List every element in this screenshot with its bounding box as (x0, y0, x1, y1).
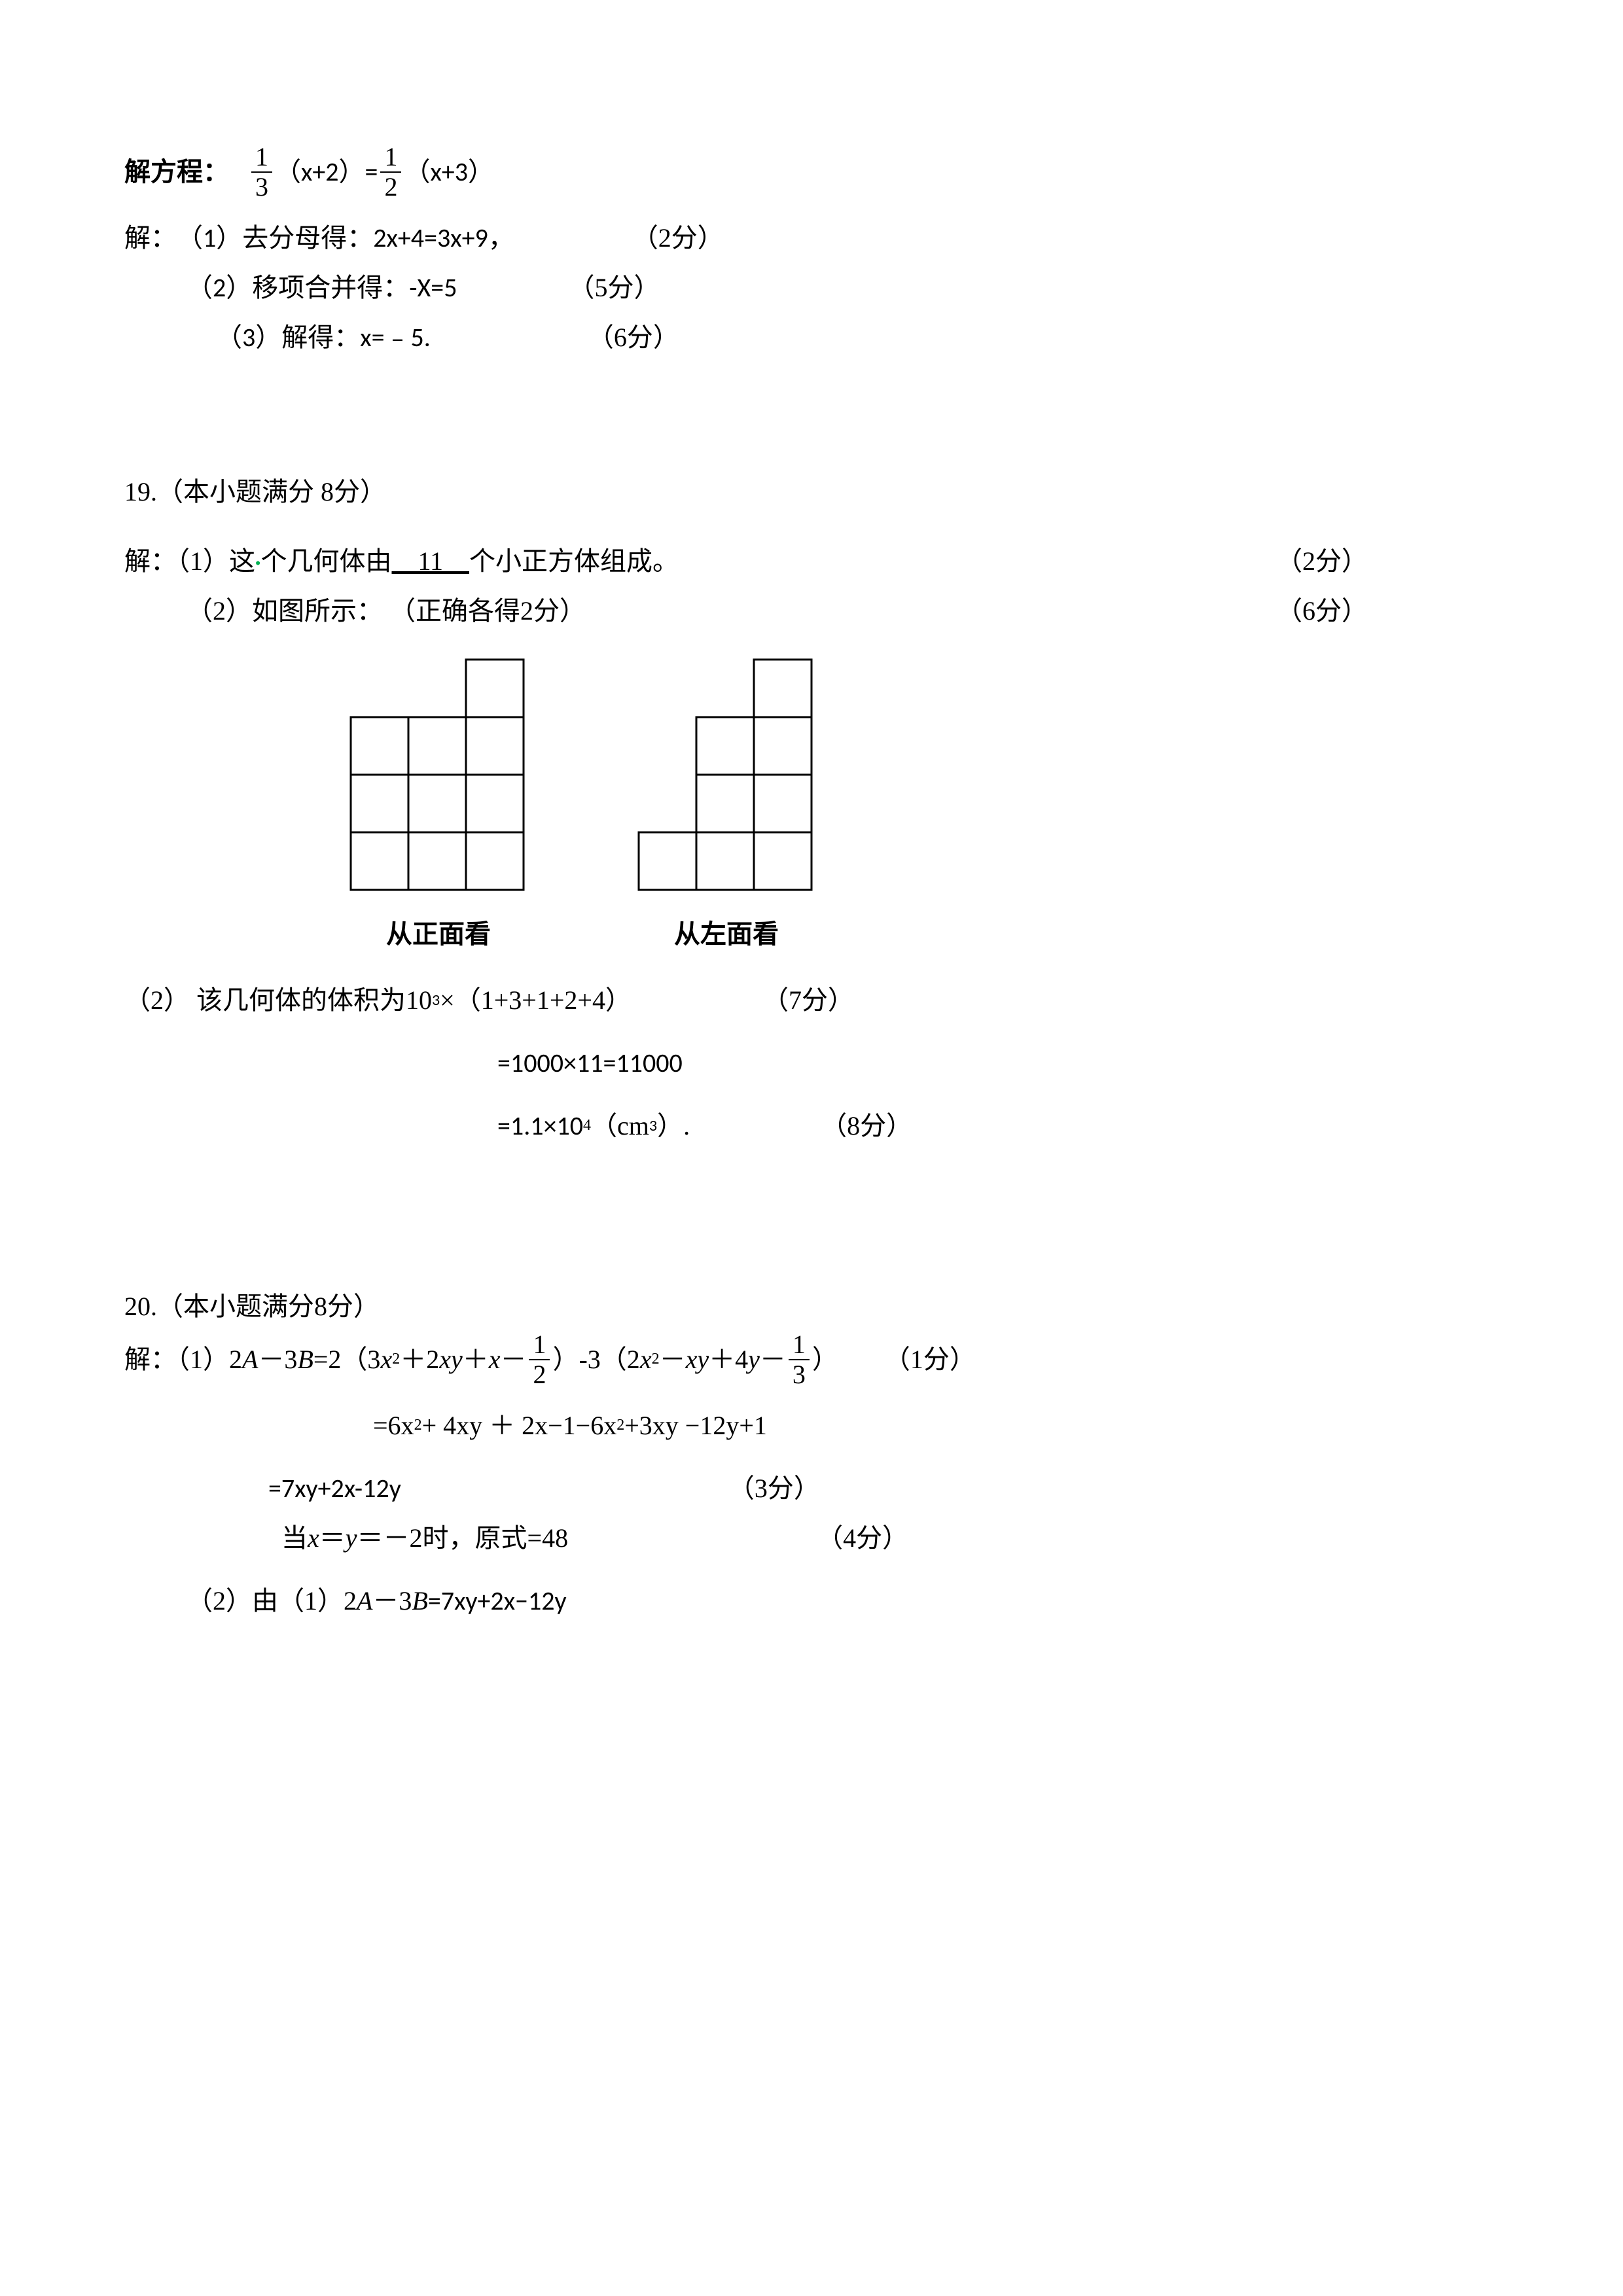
q18-s3-score: （6分） (588, 313, 679, 362)
l3-score: （3分） (728, 1464, 820, 1513)
l4a: 当 (281, 1513, 308, 1563)
front-view: 从正面看 (347, 656, 530, 959)
q19-line1: 解：（1）这●个几何体由 11 个小正方体组成。 （2分） (124, 537, 1368, 586)
vol3-sup2: 3 (649, 1111, 657, 1141)
sup2a: 2 (392, 1345, 400, 1375)
l3: =7xy+2x-12y (268, 1464, 401, 1513)
vol1-score: （7分） (762, 976, 854, 1025)
q20-line4: 当x＝y＝－2时，原式=48 （4分） (124, 1513, 1505, 1563)
q18-step3: （3）解得：x=﹣5. （6分） (124, 313, 1505, 362)
frac-1-2: 1 2 (380, 144, 401, 200)
q19-l1a: 解：（1）这 (124, 546, 255, 576)
l5m: －3 (372, 1576, 412, 1626)
q20-line1: 解：（1）2A－3B=2（3x2＋2xy＋x－ 1 2 ）-3（2x2－xy＋4… (124, 1332, 1505, 1388)
mxy: － (660, 1335, 686, 1385)
vol3-sup: 4 (583, 1111, 591, 1141)
front-view-svg (347, 656, 530, 898)
frac-third: 1 3 (789, 1332, 810, 1388)
l4x: x (308, 1513, 319, 1563)
p4y: ＋4 (709, 1335, 748, 1385)
x2: x (489, 1335, 501, 1385)
sup2b: 2 (652, 1345, 660, 1375)
q20-m1: －3 (258, 1335, 297, 1385)
q19-vol-line1: （2） 该几何体的体积为103×（1+3+1+2+4） （7分） (124, 976, 1505, 1025)
q19-l1-score: （2分） (1276, 537, 1368, 586)
q19-vol-line3: =1.1×104（cm3）. （8分） (124, 1101, 1505, 1151)
A: A (242, 1335, 258, 1385)
p2xy: ＋2 (400, 1335, 439, 1385)
l5A: A (357, 1576, 372, 1626)
l5a: （2）由（1）2 (187, 1576, 357, 1626)
q18-step2: （2）移项合并得：-X=5 （5分） (124, 263, 1505, 313)
q18-s1-score: （2分） (632, 213, 724, 263)
q19-l2-text: （2）如图所示： （正确各得2分） (187, 586, 586, 636)
close2: ） (812, 1335, 838, 1385)
left-view: 从左面看 (635, 656, 818, 959)
sol-label: 解： (124, 213, 177, 263)
q18-right-paren: （x+3） (404, 147, 494, 197)
q18-s2-score: （5分） (568, 263, 660, 313)
q20-eq: =2（3 (313, 1335, 381, 1385)
l4-score: （4分） (817, 1513, 908, 1563)
q20-heading: 20.（本小题满分8分） (124, 1282, 1505, 1332)
l4y: y (346, 1513, 357, 1563)
l4eq: ＝ (319, 1513, 346, 1563)
x2b: x (640, 1335, 652, 1385)
y: y (748, 1335, 760, 1385)
q20-l1a: 解：（1）2 (124, 1335, 242, 1385)
frac-half: 1 2 (529, 1332, 550, 1388)
q18-step1: 解： （1）去分母得：2x+4=3x+9， （2分） (124, 213, 1505, 263)
q19-vol-line2: =1000×11=11000 (124, 1038, 1505, 1088)
left-label: 从左面看 (674, 910, 779, 959)
q20-line3: =7xy+2x-12y （3分） (124, 1464, 1505, 1513)
q19-l1c: 个小正方体组成。 (469, 546, 679, 576)
q18-left-paren: （x+2）= (275, 147, 378, 197)
q19-line2: （2）如图所示： （正确各得2分） （6分） (124, 586, 1368, 636)
l2b: + 4xy ＋ 2x−1−6x (422, 1401, 617, 1451)
m: － (500, 1335, 526, 1385)
front-label: 从正面看 (386, 910, 491, 959)
x: x (380, 1335, 392, 1385)
vol3c: ）. (657, 1101, 690, 1151)
l5B: B (412, 1576, 427, 1626)
q18-s2-text: （2）移项合并得：-X=5 (187, 263, 457, 313)
l2sup: 2 (414, 1411, 422, 1441)
q18-s3-text: （3）解得：x=﹣5. (216, 313, 431, 362)
q19-l1b: 个几何体由 (260, 546, 391, 576)
left-view-svg (635, 656, 818, 898)
vol1a: （2） 该几何体的体积为10 (124, 976, 432, 1025)
plusx: ＋ (463, 1335, 489, 1385)
vol3-score: （8分） (821, 1101, 912, 1151)
q19-blank: 11 (391, 546, 469, 576)
l4b: ＝－2时，原式=48 (357, 1513, 569, 1563)
views-container: 从正面看 从左面看 (124, 656, 1505, 959)
q18-s1-text: （1）去分母得：2x+4=3x+9， (177, 213, 514, 263)
l2a: =6x (373, 1401, 414, 1451)
xy: xy (439, 1335, 463, 1385)
m2: － (760, 1335, 786, 1385)
B: B (297, 1335, 313, 1385)
q20-line2: =6x2+ 4xy ＋ 2x−1−6x2+3xy −12y+1 (124, 1401, 1505, 1451)
q19-l2-score: （6分） (1276, 586, 1368, 636)
q19-heading: 19.（本小题满分 8分） (124, 467, 1505, 517)
q18-equation: 解方程： 1 3 （x+2）= 1 2 （x+3） (124, 144, 1505, 200)
q20-l1-score: （1分） (884, 1335, 976, 1385)
close1: ）-3（2 (552, 1335, 639, 1385)
q20-line5: （2）由（1）2A－3B=7xy+2x−12y (124, 1576, 1505, 1626)
l2c: +3xy −12y+1 (624, 1401, 767, 1451)
l5eq: =7xy+2x−12y (428, 1576, 567, 1626)
vol1-sup: 3 (432, 985, 440, 1016)
q18-title: 解方程： (124, 147, 229, 197)
l2sup2: 2 (616, 1411, 624, 1441)
xy2: xy (686, 1335, 709, 1385)
vol3a: =1.1×10 (497, 1101, 583, 1151)
vol2: =1000×11=11000 (497, 1038, 683, 1088)
vol1b: ×（1+3+1+2+4） (440, 976, 632, 1025)
frac-1-3: 1 3 (251, 144, 272, 200)
vol3b: （cm (591, 1101, 649, 1151)
